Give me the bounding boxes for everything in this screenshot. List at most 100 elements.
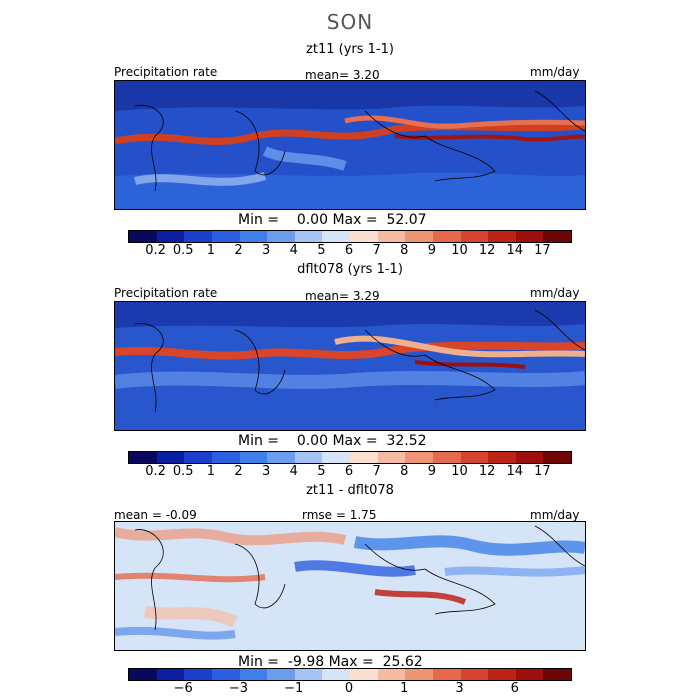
colorbar-cell: [488, 231, 516, 242]
colorbar-tick-label: 0.2: [145, 243, 166, 258]
colorbar-cell: [156, 669, 185, 680]
panel1-minmax: Min = 0.00 Max = 52.07: [238, 212, 427, 228]
colorbar-tick-label: 4: [289, 464, 298, 479]
colorbar-tick-label: 14: [506, 243, 524, 258]
colorbar-cell: [267, 669, 295, 680]
colorbar-tick-label: 17: [534, 464, 551, 479]
colorbar-cell: [405, 231, 433, 242]
panel3-mean-label: mean = -0.09: [114, 508, 197, 522]
colorbar-tick-label: 1: [400, 681, 409, 696]
colorbar-tick-label: 2: [234, 464, 243, 479]
colorbar-cell: [432, 231, 461, 242]
colorbar-cell: [405, 452, 433, 463]
panel1-left-label: Precipitation rate: [114, 65, 218, 79]
colorbar-cell: [432, 452, 461, 463]
colorbar-cell: [405, 669, 433, 680]
panel2-title: dflt078 (yrs 1-1): [297, 262, 403, 277]
colorbar-cell: [460, 669, 489, 680]
colorbar-tick-label: 1: [206, 243, 216, 258]
colorbar-cell: [515, 669, 544, 680]
colorbar-cell: [350, 452, 378, 463]
panel3-colorbar: [128, 668, 572, 681]
colorbar-tick-label: 8: [400, 464, 409, 479]
colorbar-tick-label: 4: [289, 243, 298, 258]
colorbar-cell: [294, 669, 323, 680]
colorbar-tick-label: 2: [234, 243, 243, 258]
colorbar-cell: [239, 231, 268, 242]
colorbar-cell: [267, 452, 295, 463]
colorbar-tick-label: 0.2: [145, 464, 166, 479]
panel1-map: [114, 80, 586, 210]
colorbar-tick-label: 10: [451, 243, 468, 258]
panel1-colorbar: [128, 230, 572, 243]
colorbar-tick-label: 0.5: [172, 464, 194, 479]
colorbar-cell: [322, 452, 350, 463]
colorbar-cell: [350, 231, 378, 242]
colorbar-cell: [184, 231, 212, 242]
colorbar-cell: [488, 452, 516, 463]
colorbar-tick-label: 0: [344, 681, 354, 696]
colorbar-tick-label: 14: [506, 464, 524, 479]
colorbar-cell: [211, 669, 240, 680]
colorbar-cell: [184, 669, 212, 680]
colorbar-tick-label: 1: [206, 464, 216, 479]
colorbar-cell: [322, 669, 350, 680]
colorbar-cell: [239, 452, 268, 463]
colorbar-tick-label: −1: [284, 681, 304, 696]
colorbar-cell: [377, 231, 406, 242]
colorbar-tick-label: 3: [261, 464, 271, 479]
colorbar-tick-label: 5: [317, 243, 326, 258]
colorbar-tick-label: −6: [173, 681, 193, 696]
colorbar-tick-label: 6: [344, 464, 354, 479]
colorbar-tick-label: 3: [455, 681, 464, 696]
colorbar-tick-label: 12: [478, 464, 496, 479]
colorbar-cell: [543, 452, 571, 463]
colorbar-cell: [294, 231, 323, 242]
panel3-map: [114, 521, 586, 651]
colorbar-tick-label: 6: [344, 243, 354, 258]
colorbar-tick-label: 9: [427, 243, 437, 258]
colorbar-cell: [267, 231, 295, 242]
season-title: SON: [326, 10, 374, 34]
colorbar-tick-label: 6: [510, 681, 519, 696]
colorbar-tick-label: 9: [427, 464, 437, 479]
colorbar-cell: [129, 231, 157, 242]
colorbar-tick-label: 10: [451, 464, 468, 479]
colorbar-tick-label: 0.5: [172, 243, 194, 258]
colorbar-cell: [350, 669, 378, 680]
panel2-colorbar: [128, 451, 572, 464]
colorbar-cell: [211, 452, 240, 463]
colorbar-cell: [543, 669, 571, 680]
colorbar-cell: [543, 231, 571, 242]
colorbar-tick-label: 7: [372, 464, 381, 479]
colorbar-cell: [432, 669, 461, 680]
panel1-title: zt11 (yrs 1-1): [306, 42, 394, 57]
colorbar-cell: [488, 669, 516, 680]
colorbar-tick-label: 8: [400, 243, 409, 258]
panel3-units-label: mm/day: [530, 508, 580, 522]
colorbar-tick-label: 12: [478, 243, 496, 258]
colorbar-cell: [129, 452, 157, 463]
panel2-mean-label: mean= 3.29: [305, 289, 380, 303]
colorbar-cell: [129, 669, 157, 680]
colorbar-cell: [377, 452, 406, 463]
panel2-units-label: mm/day: [530, 286, 580, 300]
panel2-map: [114, 301, 586, 431]
colorbar-tick-label: −3: [228, 681, 249, 696]
colorbar-tick-label: 5: [317, 464, 326, 479]
colorbar-cell: [460, 231, 489, 242]
colorbar-cell: [184, 452, 212, 463]
panel2-minmax: Min = 0.00 Max = 32.52: [238, 433, 427, 449]
colorbar-cell: [294, 452, 323, 463]
colorbar-tick-label: 17: [534, 243, 551, 258]
colorbar-cell: [211, 231, 240, 242]
panel3-title: zt11 - dflt078: [306, 483, 394, 498]
panel2-left-label: Precipitation rate: [114, 286, 218, 300]
panel1-mean-label: mean= 3.20: [305, 68, 380, 82]
colorbar-tick-label: 3: [261, 243, 271, 258]
colorbar-cell: [322, 231, 350, 242]
colorbar-cell: [515, 231, 544, 242]
panel1-units-label: mm/day: [530, 65, 580, 79]
panel3-rmse-label: rmse = 1.75: [302, 508, 377, 522]
panel3-minmax: Min = -9.98 Max = 25.62: [238, 654, 423, 670]
